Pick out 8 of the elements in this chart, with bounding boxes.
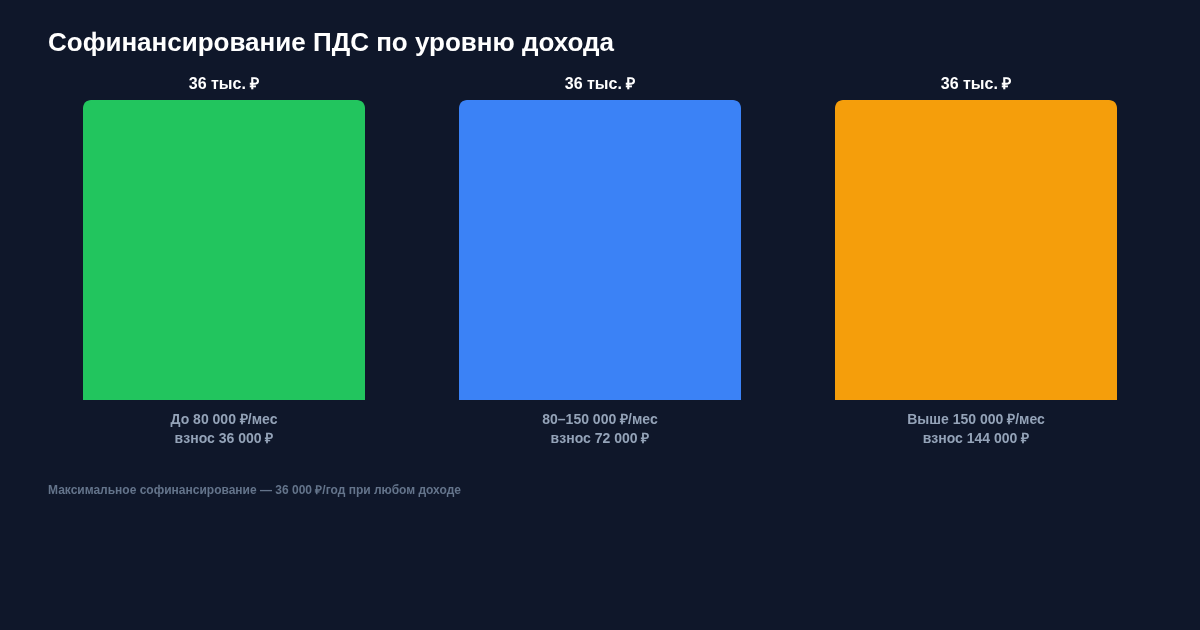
- text: Максимальное софинансирование — 36 000 ₽/год при любом доходе: [48, 483, 462, 497]
- data-label: 36 тыс. ₽: [564, 75, 636, 92]
- x-tick-label: До 80 000 ₽/мес взнос 36 000 ₽: [170, 410, 278, 446]
- data-label: 36 тыс. ₽: [188, 75, 260, 92]
- x-tick-label: 80–150 000 ₽/мес взнос 72 000 ₽: [542, 410, 658, 446]
- chart-title: Софинансирование ПДС по уровню дохода: [48, 27, 615, 57]
- x-tick-label: Выше 150 000 ₽/мес взнос 144 000 ₽: [907, 410, 1045, 446]
- data-label: 36 тыс. ₽: [940, 75, 1012, 92]
